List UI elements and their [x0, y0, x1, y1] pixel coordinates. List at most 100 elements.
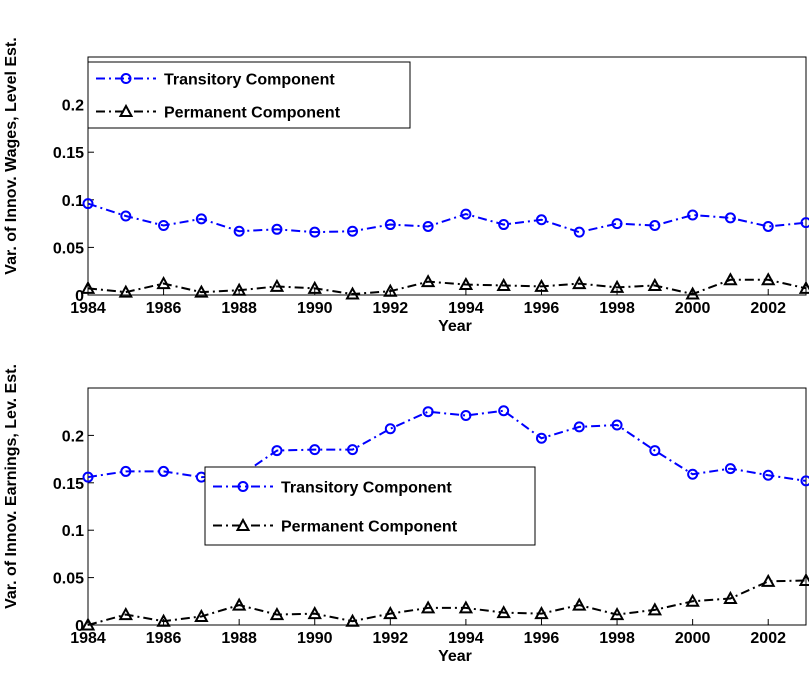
x-tick-label: 1984	[70, 300, 106, 317]
series-line	[87, 579, 807, 626]
y-tick-label: 0.15	[53, 145, 84, 162]
marker	[271, 223, 283, 235]
marker	[118, 606, 133, 621]
marker	[120, 465, 132, 477]
marker	[195, 213, 207, 225]
x-tick-label: 2002	[750, 630, 786, 647]
legend-label: Permanent Component	[281, 519, 458, 536]
marker	[535, 432, 547, 444]
legend-box	[87, 61, 411, 129]
marker	[80, 617, 96, 631]
marker	[535, 214, 547, 226]
marker	[649, 445, 661, 457]
marker	[345, 286, 360, 300]
marker	[685, 286, 700, 300]
marker	[194, 608, 209, 622]
y-tick-label: 0.05	[53, 240, 84, 257]
legend-marker	[120, 73, 132, 84]
x-tick-label: 1984	[70, 630, 106, 647]
marker	[422, 220, 434, 232]
x-tick-label: 1992	[373, 300, 409, 317]
x-tick-label: 1990	[297, 300, 333, 317]
marker	[347, 225, 359, 237]
x-tick-label: 1988	[221, 300, 257, 317]
x-tick-label: 1988	[221, 630, 257, 647]
marker	[496, 605, 511, 619]
marker	[687, 209, 699, 221]
marker	[120, 210, 132, 222]
marker	[194, 284, 209, 298]
marker	[611, 218, 623, 230]
marker	[231, 282, 247, 296]
legend-label: Permanent Component	[164, 105, 341, 122]
marker	[647, 602, 663, 616]
x-tick-label: 1998	[599, 300, 635, 317]
y-tick-label: 0	[75, 288, 84, 305]
legend-marker	[118, 103, 134, 117]
x-tick-label: 1990	[297, 630, 333, 647]
marker	[761, 272, 776, 286]
marker	[685, 593, 700, 607]
x-tick-label: 2000	[675, 630, 711, 647]
marker	[233, 225, 245, 237]
marker	[572, 276, 587, 290]
marker	[460, 208, 472, 220]
marker	[498, 219, 510, 231]
y-tick-label: 0.15	[53, 476, 84, 493]
marker	[458, 600, 474, 614]
x-tick-label: 1992	[373, 630, 409, 647]
x-tick-label: 1994	[448, 630, 484, 647]
marker	[347, 444, 359, 456]
marker	[383, 606, 398, 620]
x-tick-label: 1996	[524, 630, 560, 647]
x-axis-label: Year	[438, 648, 472, 665]
marker	[762, 469, 774, 481]
marker	[460, 409, 472, 421]
marker	[649, 220, 661, 232]
marker	[761, 573, 776, 587]
marker	[345, 613, 360, 627]
y-tick-label: 0.2	[62, 98, 84, 115]
y-axis-label: Var. of Innov. Wages, Level Est.	[3, 37, 20, 274]
marker	[724, 463, 736, 475]
marker	[307, 280, 322, 294]
marker	[800, 475, 809, 487]
y-tick-label: 0.1	[62, 523, 84, 540]
marker	[422, 406, 434, 418]
marker	[800, 217, 809, 229]
legend-marker	[237, 481, 249, 492]
marker	[534, 278, 549, 292]
marker	[384, 423, 396, 435]
marker	[647, 277, 663, 291]
marker	[534, 606, 549, 620]
x-tick-label: 2000	[675, 300, 711, 317]
x-axis-label: Year	[438, 318, 472, 335]
marker	[762, 220, 774, 232]
marker	[723, 590, 738, 604]
legend-label: Transitory Component	[281, 480, 452, 497]
marker	[420, 274, 436, 288]
marker	[309, 444, 321, 456]
marker	[496, 277, 511, 291]
x-tick-label: 1996	[524, 300, 560, 317]
marker	[80, 280, 96, 294]
x-tick-label: 1986	[146, 630, 182, 647]
marker	[384, 219, 396, 231]
legend-marker	[235, 517, 251, 531]
marker	[724, 212, 736, 224]
marker	[687, 468, 699, 480]
marker	[269, 606, 285, 621]
series-line	[87, 202, 807, 234]
y-axis-label: Var. of Innov. Earnings, Lev. Est.	[3, 364, 20, 609]
marker	[271, 445, 283, 457]
y-tick-label: 0.1	[62, 193, 84, 210]
y-tick-label: 0	[75, 618, 84, 635]
marker	[269, 278, 285, 292]
marker	[609, 606, 625, 621]
marker	[723, 272, 738, 286]
marker	[158, 220, 170, 232]
marker	[158, 465, 170, 477]
marker	[307, 606, 322, 620]
marker	[231, 597, 247, 611]
